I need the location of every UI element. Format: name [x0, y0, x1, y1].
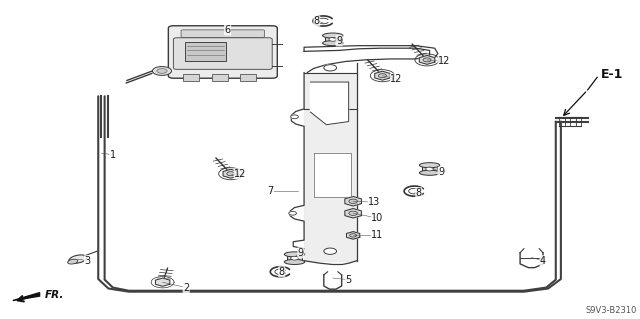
Bar — [185, 42, 227, 61]
Text: 7: 7 — [267, 186, 273, 196]
Polygon shape — [345, 197, 362, 206]
Bar — [287, 254, 302, 262]
Text: 3: 3 — [84, 256, 90, 266]
Circle shape — [423, 58, 431, 62]
Ellipse shape — [69, 255, 87, 263]
Ellipse shape — [152, 67, 172, 75]
Text: 8: 8 — [416, 188, 422, 198]
Circle shape — [324, 248, 337, 254]
Polygon shape — [314, 153, 351, 197]
FancyBboxPatch shape — [168, 26, 277, 78]
Text: 9: 9 — [438, 167, 444, 177]
FancyBboxPatch shape — [181, 30, 264, 37]
Text: FR.: FR. — [45, 290, 64, 300]
Text: 9: 9 — [298, 248, 304, 258]
Text: 4: 4 — [540, 256, 546, 266]
Polygon shape — [13, 293, 40, 300]
Circle shape — [324, 65, 337, 71]
Text: 13: 13 — [368, 197, 380, 207]
Bar — [422, 165, 437, 173]
Ellipse shape — [284, 252, 305, 257]
Text: 12: 12 — [234, 169, 246, 179]
Polygon shape — [346, 232, 360, 239]
Text: 8: 8 — [314, 16, 320, 26]
FancyBboxPatch shape — [173, 38, 272, 69]
Text: 8: 8 — [278, 267, 285, 277]
Circle shape — [349, 199, 357, 204]
Polygon shape — [345, 209, 362, 218]
Polygon shape — [310, 82, 349, 125]
Text: 11: 11 — [371, 230, 383, 241]
Circle shape — [227, 172, 235, 176]
Text: 12: 12 — [390, 74, 403, 84]
Bar — [212, 74, 228, 81]
Text: 1: 1 — [110, 150, 116, 160]
Text: E-1: E-1 — [600, 68, 623, 81]
Ellipse shape — [284, 259, 305, 264]
Bar — [241, 74, 256, 81]
Circle shape — [329, 37, 337, 41]
Ellipse shape — [419, 170, 440, 175]
Bar — [183, 74, 199, 81]
Polygon shape — [375, 71, 390, 80]
Text: 9: 9 — [336, 36, 342, 46]
Circle shape — [378, 74, 387, 78]
Text: S9V3-B2310: S9V3-B2310 — [586, 306, 637, 315]
Text: 6: 6 — [225, 25, 230, 35]
Circle shape — [289, 211, 296, 215]
Polygon shape — [419, 56, 435, 64]
Circle shape — [349, 211, 357, 215]
Circle shape — [291, 256, 298, 260]
Polygon shape — [304, 72, 357, 261]
Ellipse shape — [323, 41, 343, 46]
Ellipse shape — [157, 69, 167, 73]
Ellipse shape — [323, 33, 343, 38]
Text: 12: 12 — [438, 56, 451, 66]
Circle shape — [426, 167, 433, 171]
Bar — [325, 35, 340, 43]
Circle shape — [349, 234, 356, 237]
Polygon shape — [223, 169, 239, 178]
Circle shape — [291, 115, 298, 119]
Text: 2: 2 — [183, 283, 189, 293]
Ellipse shape — [419, 163, 440, 168]
Text: 5: 5 — [346, 275, 352, 285]
Ellipse shape — [68, 259, 78, 264]
Polygon shape — [156, 278, 170, 286]
Text: 10: 10 — [371, 213, 383, 223]
